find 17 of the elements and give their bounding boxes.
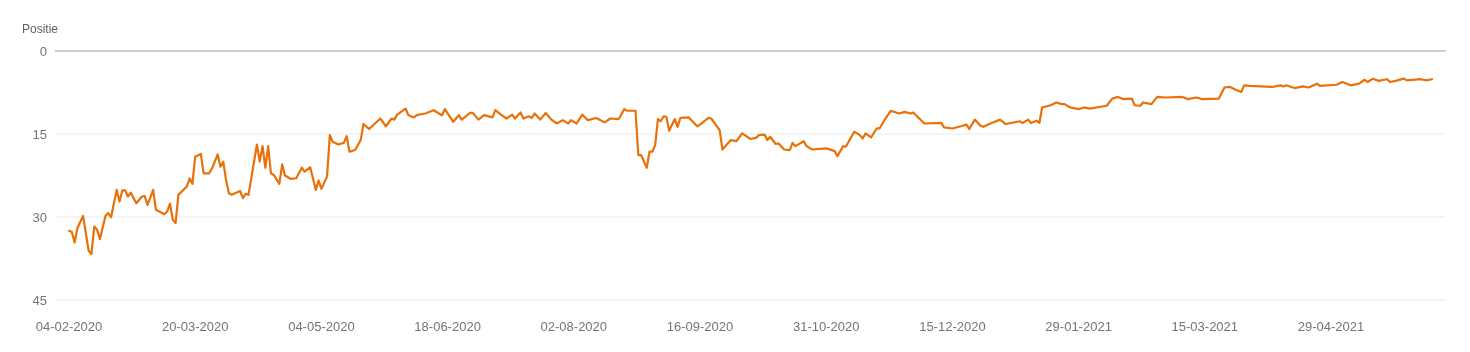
x-tick-label: 20-03-2020: [161, 319, 229, 334]
x-tick-label: 04-02-2020: [35, 319, 103, 334]
y-tick-label: 15: [32, 126, 47, 142]
x-tick-label: 29-01-2021: [1045, 319, 1112, 334]
x-tick-label: 31-10-2020: [792, 319, 860, 334]
x-tick-label: 15-03-2021: [1171, 319, 1239, 334]
x-tick-label: 18-06-2020: [414, 319, 481, 334]
x-tick-label: 15-12-2020: [919, 319, 986, 334]
y-tick-label: 30: [32, 209, 47, 225]
y-tick-label: 0: [39, 43, 47, 59]
x-tick-label: 16-09-2020: [666, 319, 734, 334]
y-tick-label: 45: [32, 292, 47, 308]
x-tick-label: 02-08-2020: [540, 319, 608, 334]
y-axis-title: Positie: [22, 22, 59, 36]
x-tick-label: 29-04-2021: [1297, 319, 1365, 334]
x-tick-label: 04-05-2020: [288, 319, 355, 334]
line-series: [67, 77, 1434, 256]
